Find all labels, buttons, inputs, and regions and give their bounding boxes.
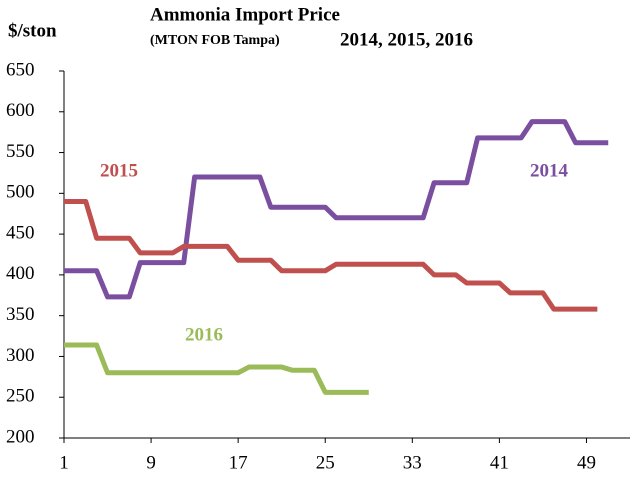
- series-line: [64, 342, 369, 395]
- x-tick-label: 49: [577, 452, 596, 473]
- series-line: [64, 198, 598, 312]
- chart-subtitle: (MTON FOB Tampa): [150, 33, 280, 48]
- x-tick-label: 33: [403, 452, 422, 473]
- x-tick-label: 41: [490, 452, 509, 473]
- y-tick-label: 650: [6, 59, 35, 80]
- y-tick-label: 400: [6, 263, 35, 284]
- y-tick-label: 500: [6, 182, 35, 203]
- y-tick-label: 250: [6, 386, 35, 407]
- chart-subtitle-years: 2014, 2015, 2016: [340, 29, 473, 50]
- y-tick-label: 350: [6, 304, 35, 325]
- y-tick-label: 300: [6, 345, 35, 366]
- x-tick-label: 1: [59, 452, 69, 473]
- series-label: 2014: [530, 160, 569, 181]
- y-tick-label: 550: [6, 141, 35, 162]
- series-label: 2015: [100, 160, 138, 181]
- y-tick-label: 450: [6, 222, 35, 243]
- y-tick-label: 200: [6, 426, 35, 447]
- y-tick-label: 600: [6, 100, 35, 121]
- series-label: 2016: [185, 324, 223, 345]
- x-tick-label: 25: [316, 452, 335, 473]
- chart-title: Ammonia Import Price: [150, 4, 340, 25]
- y-axis-label: $/ston: [8, 20, 57, 41]
- series-line: [64, 119, 609, 300]
- x-tick-label: 9: [146, 452, 156, 473]
- x-tick-label: 17: [229, 452, 248, 473]
